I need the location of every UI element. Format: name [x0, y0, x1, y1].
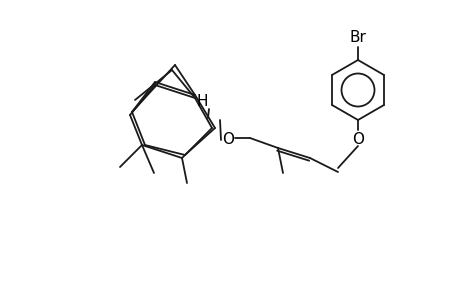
Text: O: O: [351, 131, 363, 146]
Text: Br: Br: [349, 31, 366, 46]
Text: H: H: [196, 94, 207, 110]
Text: O: O: [222, 133, 234, 148]
